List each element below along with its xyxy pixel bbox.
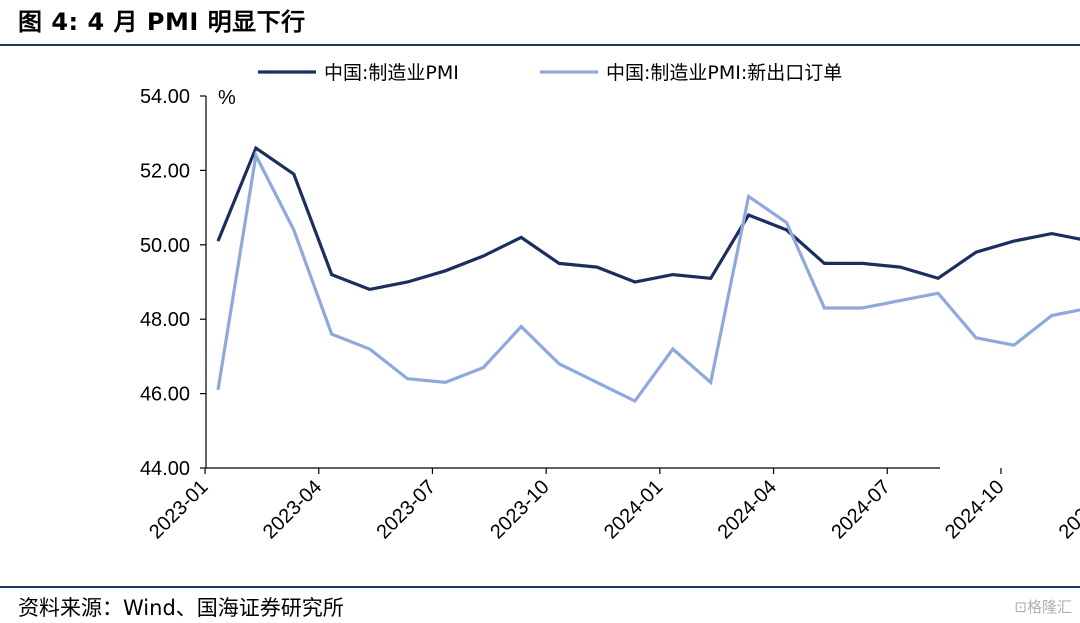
x-tick-label: 2023-01 xyxy=(145,476,212,543)
bottom-rule xyxy=(0,586,1080,588)
y-unit-label: % xyxy=(218,87,236,109)
line-chart: 44.00 46.00 48.00 50.00 52.00 54.00 % 2023-01 20… xyxy=(140,62,1080,543)
watermark-logo: ⊡格隆汇 xyxy=(1014,598,1072,616)
x-tick-label: 2024-01 xyxy=(600,476,667,543)
x-tick-label: 2023-10 xyxy=(486,476,553,543)
legend-label-1: 中国:制造业PMI xyxy=(324,62,459,84)
y-tick-label: 48.00 xyxy=(140,309,190,331)
series-line-2 xyxy=(216,150,1080,404)
y-tick-label: 44.00 xyxy=(140,458,190,480)
y-tick-label: 54.00 xyxy=(140,86,190,108)
y-tick-label: 50.00 xyxy=(140,235,190,257)
series-line-1 xyxy=(216,145,1080,292)
y-tick-label: 52.00 xyxy=(140,160,190,182)
legend-label-2: 中国:制造业PMI:新出口订单 xyxy=(606,62,842,84)
chart-title: 图 4: 4 月 PMI 明显下行 xyxy=(18,8,306,36)
x-tick-label: 2024-10 xyxy=(941,476,1008,543)
x-tick-label: 2024-04 xyxy=(714,476,781,543)
x-tick-label: 2025-01 xyxy=(1055,476,1080,543)
x-tick-label: 2024-07 xyxy=(827,476,894,543)
x-tick-label: 2023-07 xyxy=(373,476,440,543)
top-rule xyxy=(0,44,1080,46)
x-tick-label: 2023-04 xyxy=(259,476,326,543)
source-note: 资料来源：Wind、国海证券研究所 xyxy=(18,596,344,620)
y-tick-label: 46.00 xyxy=(140,384,190,406)
